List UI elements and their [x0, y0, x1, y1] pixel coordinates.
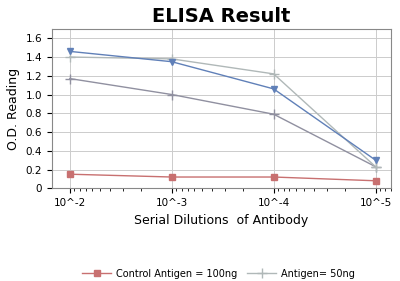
Line: Antigen= 10ng: Antigen= 10ng: [65, 74, 380, 172]
Control Antigen = 100ng: [271, 175, 276, 179]
Antigen= 50ng: [373, 165, 378, 168]
Antigen= 100ng: [67, 50, 72, 53]
Antigen= 100ng: [271, 87, 276, 90]
Antigen= 10ng: [169, 93, 174, 96]
Control Antigen = 100ng: [169, 175, 174, 179]
Antigen= 10ng: [271, 112, 276, 116]
Antigen= 10ng: [67, 77, 72, 80]
Control Antigen = 100ng: [67, 173, 72, 176]
Line: Control Antigen = 100ng: Control Antigen = 100ng: [67, 171, 378, 183]
Line: Antigen= 50ng: Antigen= 50ng: [65, 52, 380, 172]
Control Antigen = 100ng: [373, 179, 378, 182]
Legend: Control Antigen = 100ng, Antigen= 10ng, Antigen= 50ng, Antigen= 100ng: Control Antigen = 100ng, Antigen= 10ng, …: [78, 265, 365, 281]
Antigen= 50ng: [271, 72, 276, 76]
Antigen= 50ng: [67, 55, 72, 59]
Title: ELISA Result: ELISA Result: [152, 7, 291, 26]
Antigen= 50ng: [169, 57, 174, 61]
Antigen= 100ng: [169, 60, 174, 64]
X-axis label: Serial Dilutions  of Antibody: Serial Dilutions of Antibody: [134, 214, 309, 226]
Antigen= 100ng: [373, 158, 378, 162]
Y-axis label: O.D. Reading: O.D. Reading: [7, 67, 20, 150]
Line: Antigen= 100ng: Antigen= 100ng: [67, 49, 378, 163]
Antigen= 10ng: [373, 165, 378, 168]
